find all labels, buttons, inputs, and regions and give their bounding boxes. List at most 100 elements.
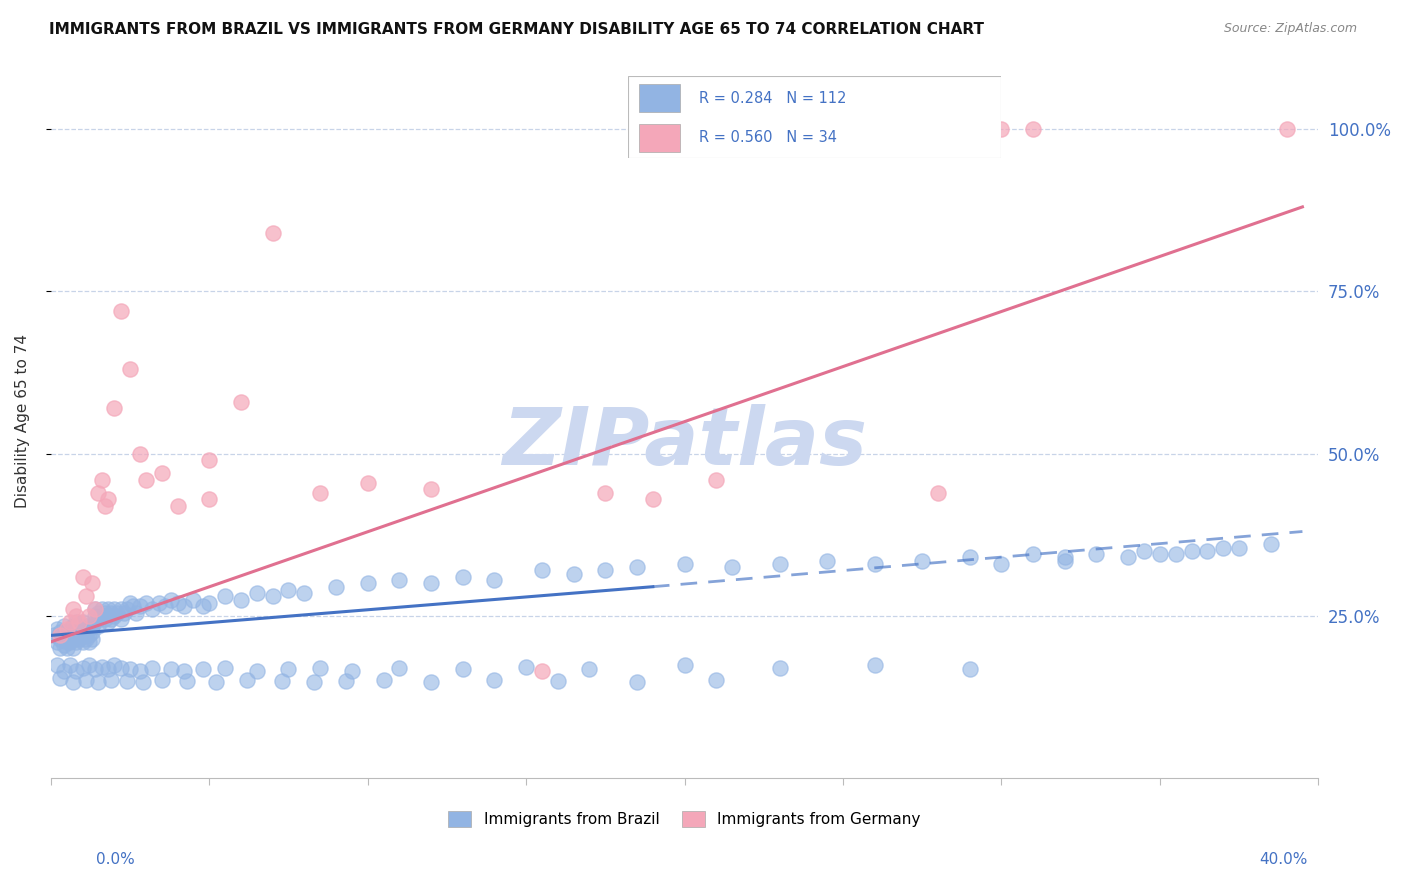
Point bbox=[340, 664, 363, 678]
Point bbox=[118, 662, 141, 676]
Point bbox=[357, 576, 380, 591]
Point bbox=[191, 599, 214, 614]
Point bbox=[262, 590, 284, 604]
Point bbox=[65, 608, 87, 623]
Point bbox=[484, 673, 506, 687]
Point bbox=[77, 635, 100, 649]
Point bbox=[626, 675, 648, 690]
Point bbox=[135, 473, 157, 487]
Point bbox=[52, 664, 75, 678]
Point bbox=[673, 557, 696, 571]
Point bbox=[55, 622, 77, 636]
Point bbox=[90, 473, 112, 487]
Point bbox=[75, 590, 97, 604]
Point bbox=[420, 675, 443, 690]
Point bbox=[42, 628, 65, 642]
Point bbox=[67, 618, 90, 632]
Point bbox=[72, 622, 94, 636]
Point bbox=[103, 401, 125, 416]
Point bbox=[388, 573, 411, 587]
Point bbox=[84, 602, 107, 616]
Point bbox=[388, 661, 411, 675]
Point bbox=[135, 596, 157, 610]
Point bbox=[562, 566, 585, 581]
Point bbox=[77, 622, 100, 636]
Point bbox=[59, 622, 82, 636]
Point bbox=[863, 657, 886, 672]
Point bbox=[451, 570, 474, 584]
Point bbox=[1275, 122, 1298, 136]
Point bbox=[87, 612, 110, 626]
Point bbox=[59, 628, 82, 642]
Point bbox=[204, 675, 226, 690]
Point bbox=[112, 606, 135, 620]
Point bbox=[1212, 541, 1234, 555]
Point bbox=[959, 550, 981, 565]
Point bbox=[118, 596, 141, 610]
Point bbox=[128, 599, 150, 614]
Point bbox=[75, 625, 97, 640]
Point bbox=[72, 635, 94, 649]
Point bbox=[271, 673, 294, 688]
Point bbox=[90, 659, 112, 673]
Point bbox=[141, 602, 163, 616]
Point bbox=[55, 641, 77, 656]
Point bbox=[815, 554, 838, 568]
Point bbox=[595, 485, 617, 500]
Point bbox=[65, 622, 87, 636]
Point bbox=[87, 618, 110, 632]
Point bbox=[1116, 550, 1139, 565]
Point bbox=[62, 602, 84, 616]
Point bbox=[67, 615, 90, 630]
Point bbox=[46, 622, 69, 636]
Point bbox=[72, 628, 94, 642]
Point bbox=[55, 632, 77, 646]
Point bbox=[160, 662, 183, 676]
Point bbox=[115, 673, 138, 688]
Point bbox=[373, 673, 395, 687]
Point bbox=[246, 586, 269, 600]
Point bbox=[59, 615, 82, 630]
Legend: Immigrants from Brazil, Immigrants from Germany: Immigrants from Brazil, Immigrants from … bbox=[440, 804, 928, 835]
Point bbox=[236, 673, 259, 687]
Point bbox=[90, 602, 112, 616]
Point bbox=[357, 475, 380, 490]
Point bbox=[166, 596, 188, 610]
Point bbox=[87, 606, 110, 620]
Point bbox=[578, 662, 600, 676]
Point bbox=[927, 485, 949, 500]
Point bbox=[110, 612, 132, 626]
Point bbox=[118, 362, 141, 376]
Point bbox=[110, 661, 132, 675]
Point bbox=[80, 632, 103, 646]
Point bbox=[77, 608, 100, 623]
Point bbox=[420, 576, 443, 591]
Point bbox=[90, 608, 112, 623]
Point bbox=[863, 557, 886, 571]
Point bbox=[128, 664, 150, 678]
Point bbox=[84, 662, 107, 676]
Point bbox=[75, 632, 97, 646]
Point bbox=[198, 596, 221, 610]
Point bbox=[46, 657, 69, 672]
Point bbox=[125, 606, 148, 620]
Point bbox=[1133, 544, 1156, 558]
Point bbox=[595, 564, 617, 578]
Point bbox=[52, 638, 75, 652]
Point bbox=[530, 664, 553, 678]
Point bbox=[59, 635, 82, 649]
Point bbox=[229, 592, 252, 607]
Point bbox=[100, 606, 122, 620]
Point bbox=[768, 557, 790, 571]
Text: 0.0%: 0.0% bbox=[96, 852, 135, 867]
Point bbox=[100, 612, 122, 626]
Point bbox=[93, 612, 115, 626]
Point bbox=[67, 625, 90, 640]
Point bbox=[959, 662, 981, 676]
Point bbox=[75, 673, 97, 687]
Point bbox=[62, 618, 84, 632]
Point bbox=[72, 570, 94, 584]
Point bbox=[721, 560, 744, 574]
Point bbox=[62, 675, 84, 690]
Point bbox=[1053, 554, 1076, 568]
